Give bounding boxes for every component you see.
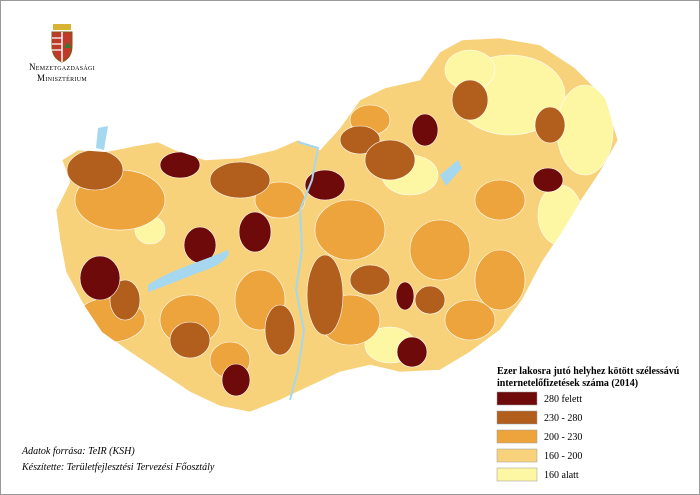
legend-swatch [496,410,538,425]
legend-label: 280 felett [544,394,582,405]
legend-label: 200 - 230 [544,432,582,443]
region [66,149,124,191]
region [264,304,296,356]
legend-title: Ezer lakosra jutó helyhez kötött széless… [497,366,680,377]
lake-ferto [96,126,108,150]
legend-title: internetelőfizetések száma (2014) [497,378,638,389]
region [109,279,141,321]
region [451,79,489,121]
region [444,299,496,341]
region [396,336,428,368]
region [395,281,415,311]
legend-label: 160 alatt [544,470,579,481]
region [556,84,614,176]
river-danube [289,141,320,401]
legend-swatch [496,429,538,444]
legend-label: 230 - 280 [544,413,582,424]
region [532,167,564,193]
region [209,161,271,199]
lake-tisza [440,160,462,186]
region [304,169,346,201]
region [474,249,526,311]
legend-label: 160 - 200 [544,451,582,462]
source-note: Adatok forrása: TeIR (KSH) [21,446,135,457]
legend-swatch [496,391,538,406]
author-note: Készítette: Területfejlesztési Tervezési… [21,462,215,473]
ministry-line: Nemzetgazdasági [29,62,95,72]
region [314,199,386,261]
region [534,106,566,144]
region [306,254,344,336]
ministry-line: Minisztérium [37,73,87,83]
legend-swatch [496,448,538,463]
legend-swatch [496,467,538,482]
lake-balaton [148,250,229,292]
region [409,219,471,281]
region [474,179,526,221]
region [169,321,211,359]
region [339,125,381,155]
emblem [51,24,73,63]
region [364,139,416,181]
region [221,363,251,397]
region [79,255,121,301]
region [414,285,446,315]
region [349,264,391,296]
region [411,113,439,147]
region [159,151,201,179]
region [238,211,272,253]
